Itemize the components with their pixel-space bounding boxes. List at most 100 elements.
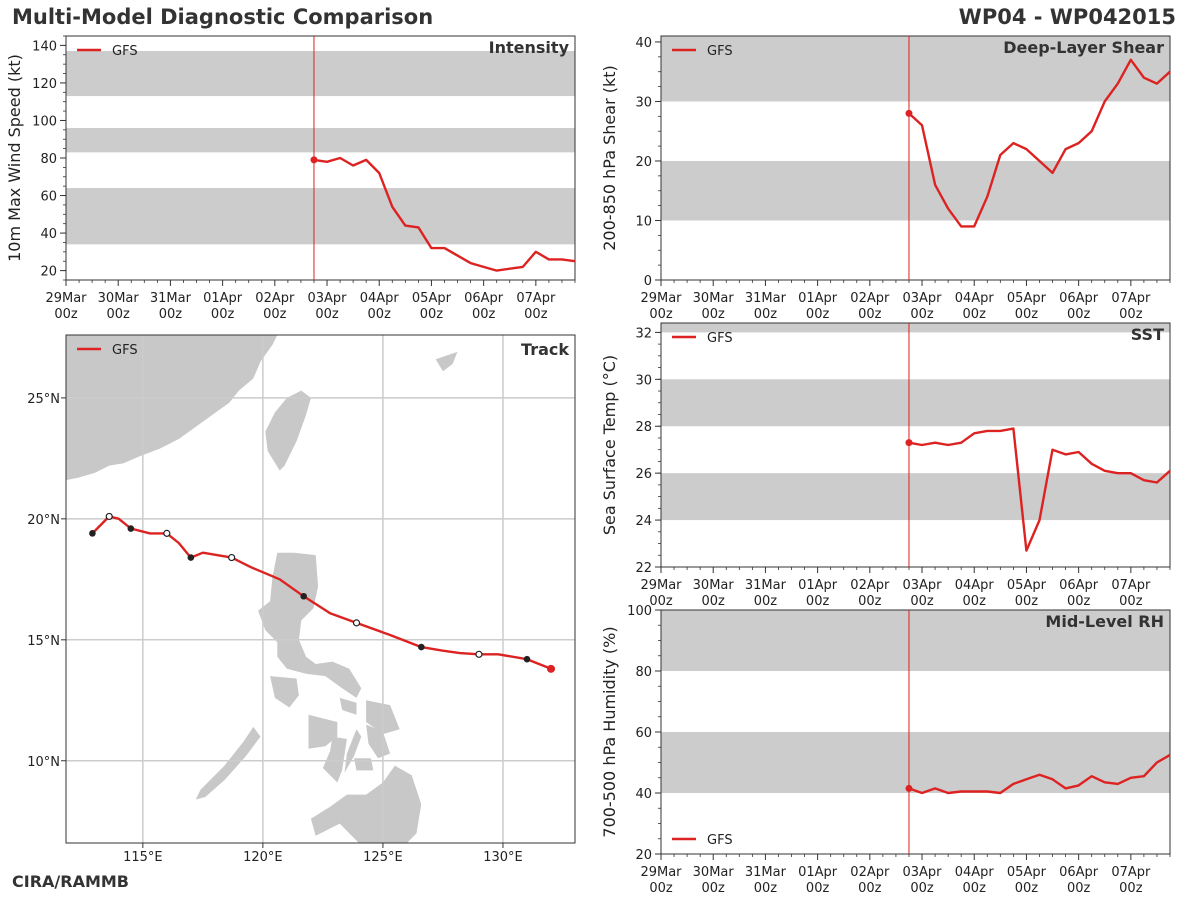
intensity-title: Intensity xyxy=(489,38,570,57)
shear-xtick-label: 00z xyxy=(963,307,987,322)
rh-series-start-point xyxy=(905,784,913,792)
track-frame xyxy=(65,334,576,844)
intensity-xtick-label: 00z xyxy=(211,307,235,322)
intensity-ytick-label: 120 xyxy=(32,77,57,92)
track-marker-open xyxy=(352,619,361,627)
rh-xtick-label: 31Mar xyxy=(745,865,787,880)
shear-xtick-label: 04Apr xyxy=(955,291,995,306)
intensity-ytick-label: 20 xyxy=(40,265,57,280)
rh-xtick-label: 07Apr xyxy=(1111,865,1151,880)
mindanao-land xyxy=(310,765,422,843)
sst-xtick-label: 00z xyxy=(1119,594,1143,609)
rh-ytick-label: 80 xyxy=(635,665,652,680)
track-marker-closed xyxy=(418,643,425,651)
rh-xtick-label: 00z xyxy=(1067,881,1091,896)
sst-band xyxy=(661,473,1170,521)
sst-xtick-label: 31Mar xyxy=(745,578,787,593)
track-legend-label: GFS xyxy=(112,343,138,358)
shear-xtick-label: 00z xyxy=(649,307,673,322)
intensity-xtick-label: 31Mar xyxy=(150,291,192,306)
track-ytick-label: 25°N xyxy=(27,392,60,407)
sst-series-start-point xyxy=(905,439,913,447)
rh-xtick-label: 05Apr xyxy=(1007,865,1047,880)
sst-ytick-label: 28 xyxy=(635,420,652,435)
shear-xtick-label: 00z xyxy=(754,307,778,322)
track-xtick-label: 130°E xyxy=(483,850,523,865)
shear-series-gfs xyxy=(908,58,1171,228)
mainland-land xyxy=(66,335,278,481)
track-xtick-label: 120°E xyxy=(243,850,283,865)
shear-ytick-label: 20 xyxy=(635,155,652,170)
sst-xtick-label: 05Apr xyxy=(1007,578,1047,593)
rh-title: Mid-Level RH xyxy=(1045,612,1164,631)
rh-ylabel: 700-500 hPa Humidity (%) xyxy=(600,626,619,837)
shear-band xyxy=(661,160,1170,221)
track-marker-open xyxy=(475,650,483,658)
sst-frame xyxy=(660,322,1171,568)
intensity-xtick-label: 03Apr xyxy=(308,291,348,306)
intensity-band xyxy=(66,188,575,245)
cebu-land xyxy=(344,729,362,773)
track-marker-open xyxy=(228,553,236,562)
credit-label: CIRA/RAMMB xyxy=(12,872,129,891)
shear-xtick-label: 01Apr xyxy=(798,291,838,306)
leyte-land xyxy=(366,724,391,759)
shear-xtick-label: 02Apr xyxy=(850,291,890,306)
rh-xtick-label: 00z xyxy=(1119,881,1143,896)
track-ytick-label: 10°N xyxy=(27,755,60,770)
intensity-xtick-label: 30Mar xyxy=(98,291,140,306)
intensity-xtick-label: 00z xyxy=(107,307,131,322)
rh-xtick-label: 00z xyxy=(806,881,830,896)
intensity-ytick-label: 40 xyxy=(40,227,57,242)
intensity-xtick-label: 05Apr xyxy=(412,291,452,306)
rh-band xyxy=(661,732,1170,793)
shear-series-start-point xyxy=(905,109,913,117)
sst-ytick-label: 22 xyxy=(635,561,652,576)
sst-xtick-label: 00z xyxy=(649,594,673,609)
shear-xtick-label: 07Apr xyxy=(1111,291,1151,306)
sst-ylabel: Sea Surface Temp (°C) xyxy=(600,355,619,535)
intensity-xtick-label: 29Mar xyxy=(45,291,87,306)
land-group xyxy=(66,335,458,843)
sst-xtick-label: 02Apr xyxy=(850,578,890,593)
shear-ytick-label: 0 xyxy=(644,274,652,289)
intensity-band xyxy=(66,127,575,153)
track-marker-closed xyxy=(523,655,531,663)
sst-band xyxy=(661,323,1170,333)
shear-xtick-label: 00z xyxy=(702,307,726,322)
sst-xtick-label: 00z xyxy=(910,594,934,609)
track-title: Track xyxy=(521,340,569,359)
rh-ytick-label: 100 xyxy=(627,604,652,619)
rh-xtick-label: 29Mar xyxy=(640,865,682,880)
intensity-band xyxy=(66,51,575,97)
luzon-land xyxy=(258,552,362,698)
sst-xtick-label: 29Mar xyxy=(640,578,682,593)
shear-xtick-label: 30Mar xyxy=(693,291,735,306)
sst-xtick-label: 01Apr xyxy=(798,578,838,593)
track-marker-closed xyxy=(187,554,195,561)
sst-band xyxy=(661,379,1170,427)
rh-xtick-label: 00z xyxy=(702,881,726,896)
page-title: Multi-Model Diagnostic Comparison xyxy=(12,5,434,29)
track-xtick-label: 125°E xyxy=(363,850,403,865)
sst-xtick-label: 00z xyxy=(806,594,830,609)
rh-xtick-label: 00z xyxy=(858,881,882,896)
intensity-xtick-label: 06Apr xyxy=(464,291,504,306)
shear-xtick-label: 00z xyxy=(806,307,830,322)
negros-land xyxy=(322,736,347,783)
sst-xtick-label: 04Apr xyxy=(955,578,995,593)
shear-panel: 01020304029Mar00z30Mar00z31Mar00z01Apr00… xyxy=(600,35,1171,322)
rh-xtick-label: 00z xyxy=(649,881,673,896)
rh-series-gfs xyxy=(908,753,1171,795)
intensity-series-start-point xyxy=(310,156,318,164)
shear-xtick-label: 00z xyxy=(1119,307,1143,322)
intensity-ylabel: 10m Max Wind Speed (kt) xyxy=(5,54,24,262)
intensity-xtick-label: 02Apr xyxy=(255,291,295,306)
track-ytick-label: 20°N xyxy=(27,513,60,528)
intensity-xtick-label: 00z xyxy=(368,307,392,322)
intensity-xtick-label: 00z xyxy=(54,307,78,322)
intensity-xtick-label: 01Apr xyxy=(203,291,243,306)
intensity-ytick-label: 80 xyxy=(40,152,57,167)
track-panel: 115°E 120°E 125°E 130°E 10°N 15°N 20°N 25°N Trac… xyxy=(27,334,576,865)
